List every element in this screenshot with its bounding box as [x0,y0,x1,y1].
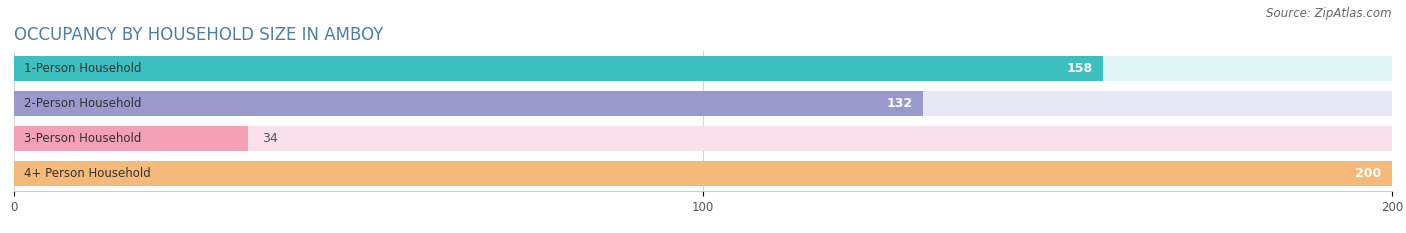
Text: OCCUPANCY BY HOUSEHOLD SIZE IN AMBOY: OCCUPANCY BY HOUSEHOLD SIZE IN AMBOY [14,26,384,44]
Bar [14,161,1392,186]
Text: 200: 200 [1355,167,1382,180]
Bar [14,91,1392,116]
Text: 1-Person Household: 1-Person Household [24,62,142,75]
Bar [14,126,249,151]
Text: 34: 34 [262,132,278,145]
Text: 3-Person Household: 3-Person Household [24,132,142,145]
Text: Source: ZipAtlas.com: Source: ZipAtlas.com [1267,7,1392,20]
Bar [14,126,1392,151]
Bar [14,91,924,116]
Text: 4+ Person Household: 4+ Person Household [24,167,150,180]
Text: 2-Person Household: 2-Person Household [24,97,142,110]
Text: 158: 158 [1066,62,1092,75]
Bar [14,56,1102,81]
Bar [14,56,1392,81]
Text: 132: 132 [887,97,912,110]
Bar [14,161,1392,186]
